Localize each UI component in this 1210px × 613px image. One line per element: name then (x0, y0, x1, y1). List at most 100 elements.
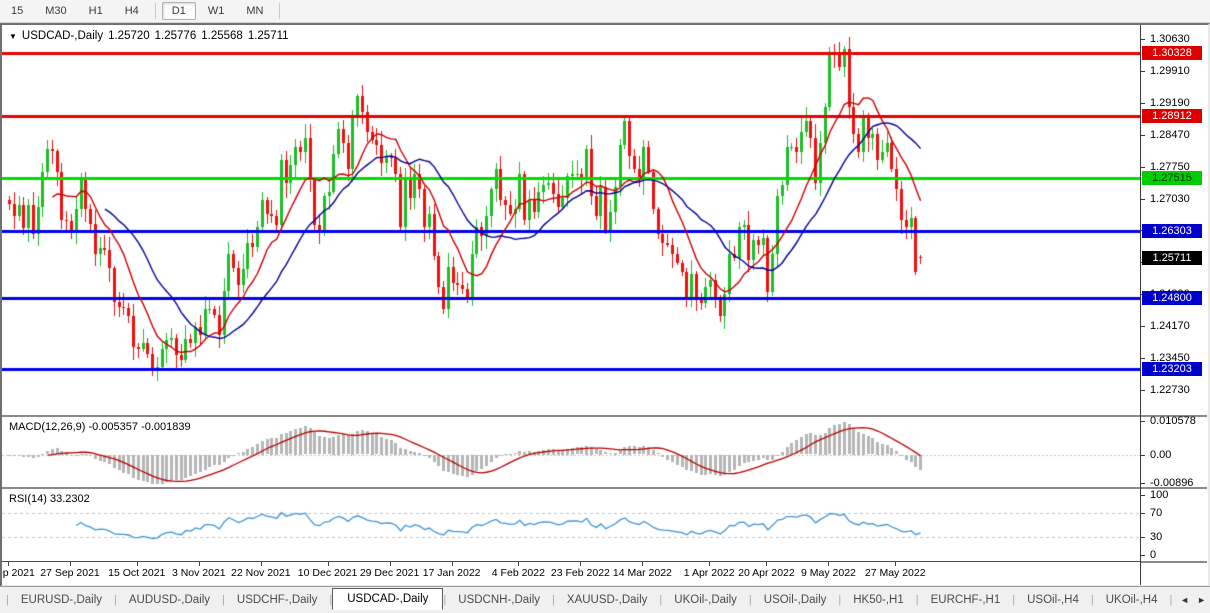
y-axis-tick (1141, 326, 1145, 327)
price-badge: 1.25711 (1142, 251, 1202, 265)
x-axis-label: 29 Dec 2021 (359, 567, 420, 579)
tab-ukoil-h4[interactable]: UKOil-,H4 (1105, 594, 1158, 606)
y-axis-tick (1141, 358, 1145, 359)
rsi-axis-tick (1141, 513, 1145, 514)
x-axis-tick (828, 562, 830, 566)
x-axis-label: 22 Nov 2021 (231, 567, 291, 579)
panel-separator[interactable] (2, 487, 1140, 489)
y-axis-label: 1.29190 (1150, 97, 1190, 109)
rsi-axis-tick (1141, 555, 1145, 556)
timeframe-button-m30[interactable]: M30 (45, 5, 67, 17)
symbol-tabbar: | EURUSD-,Daily | AUDUSD-,Daily | USDCHF-,Dai… (0, 586, 1210, 613)
tab-xauusd-daily[interactable]: XAUUSD-,Daily (566, 594, 648, 606)
scale-separator (1141, 415, 1207, 417)
timeframe-button-d1[interactable]: D1 (161, 2, 196, 20)
rsi-axis-label: 30 (1150, 531, 1163, 543)
price-axis[interactable]: 1.30630 1.29910 1.29190 1.28470 1.27750 1.270… (1140, 25, 1207, 585)
tab-usdcad-daily[interactable]: USDCAD-,Daily (332, 588, 444, 610)
timeframe-button-mn[interactable]: MN (246, 5, 264, 17)
price-badge: 1.28912 (1142, 109, 1202, 123)
macd-label: MACD(12,26,9) -0.005357 -0.001839 (9, 421, 191, 433)
x-axis-tick (389, 562, 391, 566)
price-badge: 1.26303 (1142, 224, 1202, 238)
y-axis-tick (1141, 390, 1145, 391)
tab-usdcnh-daily[interactable]: USDCNH-,Daily (458, 594, 541, 606)
tab-audusd-daily[interactable]: AUDUSD-,Daily (128, 594, 211, 606)
tab-scroll-right-icon[interactable]: ► (1197, 595, 1206, 605)
timeframe-button-w1[interactable]: W1 (207, 5, 225, 17)
x-axis-tick (451, 562, 453, 566)
x-axis-label: 27 May 2022 (864, 567, 926, 579)
price-badge: 1.23203 (1142, 362, 1202, 376)
panel-separator[interactable] (2, 415, 1140, 417)
tab-usdchf-daily[interactable]: USDCHF-,Daily (236, 594, 318, 606)
chart-symbol-label: USDCAD-,Daily (21, 30, 104, 42)
y-axis-tick (1141, 103, 1145, 104)
x-axis-tick (198, 562, 200, 566)
y-axis-label: 1.27030 (1150, 193, 1190, 205)
y-axis-label: 1.23450 (1150, 352, 1190, 364)
timeframe-toolbar: 15 M30 H1 H4 D1 W1 MN (0, 0, 1210, 23)
macd-axis-label: -0.00896 (1150, 477, 1194, 489)
macd-chart-canvas[interactable] (2, 417, 1140, 487)
y-axis-label: 1.24170 (1150, 320, 1190, 332)
tab-eurchf-h1[interactable]: EURCHF-,H1 (930, 594, 1001, 606)
macd-axis-label: 0.010578 (1150, 415, 1196, 427)
x-axis-label: 17 Jan 2022 (422, 567, 481, 579)
timeframe-button-h4[interactable]: H4 (124, 5, 139, 17)
x-axis-tick (8, 562, 9, 566)
tab-separator: | (915, 594, 919, 606)
x-axis-label: 10 Dec 2021 (297, 567, 358, 579)
tab-separator: | (1012, 594, 1016, 606)
price-badge: 1.30328 (1142, 46, 1202, 60)
x-axis-label: 9 May 2022 (801, 567, 856, 579)
rsi-axis-label: 0 (1150, 549, 1157, 561)
y-axis-label: 1.28470 (1150, 129, 1190, 141)
price-panel: ▼ USDCAD-,Daily 1.25720 1.25776 1.25568 … (2, 25, 1140, 415)
ohlc-open: 1.25720 (108, 30, 150, 42)
chevron-down-icon[interactable]: ▼ (9, 31, 17, 41)
x-axis-tick (766, 562, 768, 566)
macd-axis-tick (1141, 455, 1145, 456)
x-axis-label: 27 Sep 2021 (40, 567, 100, 579)
tab-separator: | (552, 594, 555, 606)
timeframe-button-15[interactable]: 15 (11, 5, 24, 17)
ohlc-high: 1.25776 (154, 30, 197, 42)
x-axis-tick (895, 562, 897, 566)
tab-separator: | (114, 594, 117, 606)
tab-separator: | (748, 594, 752, 606)
timeframe-button-h1[interactable]: H1 (88, 5, 103, 17)
rsi-label: RSI(14) 33.2302 (9, 493, 90, 505)
date-axis[interactable]: 8 Sep 2021 27 Sep 2021 15 Oct 2021 3 Nov 20… (2, 561, 1140, 584)
x-axis-tick (136, 562, 138, 566)
tab-eurusd-daily[interactable]: EURUSD-,Daily (20, 594, 103, 606)
macd-axis-tick (1141, 421, 1145, 422)
x-axis-label: 15 Oct 2021 (108, 567, 166, 579)
tab-ukoil-daily[interactable]: UKOil-,Daily (674, 594, 737, 606)
y-axis-tick (1141, 199, 1145, 200)
price-badge: 1.24800 (1142, 291, 1202, 305)
ohlc-low: 1.25568 (201, 30, 243, 42)
x-axis-label: 3 Nov 2021 (171, 567, 226, 579)
x-axis-label: 1 Apr 2022 (683, 567, 735, 579)
tab-hk50-h1[interactable]: HK50-,H1 (853, 594, 904, 606)
y-axis-label: 1.30630 (1150, 33, 1190, 45)
y-axis-tick (1141, 71, 1145, 72)
y-axis-tick (1141, 39, 1145, 40)
rsi-chart-canvas[interactable] (2, 489, 1140, 561)
tab-separator: | (1169, 594, 1173, 606)
x-axis-label: 8 Sep 2021 (2, 567, 35, 579)
rsi-axis-label: 70 (1150, 507, 1163, 519)
y-axis-tick (1141, 135, 1145, 136)
price-chart-canvas[interactable] (2, 25, 1140, 415)
tab-usoil-daily[interactable]: USOil-,Daily (763, 594, 827, 606)
y-axis-label: 1.29910 (1150, 65, 1190, 77)
tab-scroll-left-icon[interactable]: ◄ (1180, 595, 1190, 605)
x-axis-tick (642, 562, 644, 566)
tab-separator: | (1090, 594, 1094, 606)
macd-axis-tick (1141, 483, 1145, 484)
x-axis-tick (518, 562, 520, 566)
rsi-axis-tick (1141, 495, 1145, 496)
tab-usoil-h4[interactable]: USOil-,H4 (1027, 594, 1079, 606)
tab-separator: | (6, 594, 9, 606)
